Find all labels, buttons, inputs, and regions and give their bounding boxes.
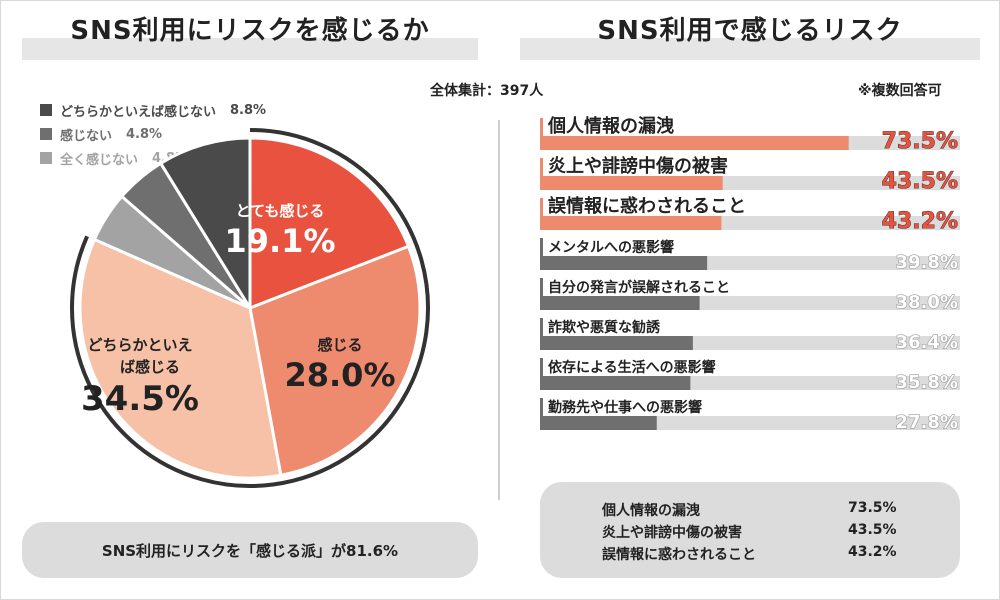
summary-label-2: 炎上や誹謗中傷の被害 [602, 525, 742, 541]
summary-label-1: 個人情報の漏洩 [602, 503, 700, 519]
bar-chart: 個人情報の漏洩 73.5% 炎上や誹謗中傷の被害 43.5% 誤情報に惑わされること 43… [540, 115, 960, 434]
bar-value-label: 43.5% [882, 169, 958, 194]
total-label: 全体集計：397人 [430, 83, 544, 99]
right-title: SNS利用で感じるリスク [597, 16, 903, 46]
bar-category-label: 依存による生活への悪影響 [548, 359, 716, 376]
legend-item: 感じない 4.8% [40, 122, 266, 146]
bar-value-label: 27.8% [896, 412, 958, 433]
bar-category-label: メンタルへの悪影響 [548, 239, 674, 256]
pie-slice-value: 34.5% [81, 379, 199, 419]
feel-group-arc [70, 128, 430, 488]
bar [540, 376, 691, 390]
summary-value-2: 43.5% [848, 522, 897, 538]
note-label: ※複数回答可 [858, 83, 942, 99]
bar-category-label: 自分の発言が誤解されること [548, 279, 730, 296]
left-title: SNS利用にリスクを感じるか [70, 16, 430, 46]
bar [540, 136, 849, 150]
left-summary-pill: SNS利用にリスクを「感じる派」が81.6% [22, 522, 478, 578]
legend-value: 4.8% [126, 126, 163, 142]
pie-slice [248, 136, 411, 311]
bar-category-label: 炎上や誹謗中傷の被害 [548, 155, 728, 177]
bar-tick [540, 398, 543, 430]
bar-tick [540, 118, 543, 150]
bar-category-label: 勤務先や仕事への悪影響 [548, 399, 702, 416]
pie-slice-value: 28.0% [284, 356, 395, 394]
legend-label: どちらかといえば感じない [60, 104, 217, 120]
bar-tick [540, 278, 543, 310]
summary-value-1: 73.5% [848, 500, 897, 516]
bar-tick [540, 358, 543, 390]
panel-divider [498, 120, 500, 500]
bar [540, 296, 700, 310]
bar [540, 336, 693, 350]
legend-swatch [40, 128, 52, 140]
right-title-bar [520, 38, 980, 60]
left-title-bar [22, 38, 478, 60]
summary-value-3: 43.2% [848, 544, 897, 560]
legend-item: どちらかといえば感じない 8.8% [40, 98, 266, 122]
pie-slice-label: とても感じる [236, 202, 325, 220]
right-summary-pill: 個人情報の漏洩 73.5% 炎上や誹謗中傷の被害 43.5% 誤情報に惑わされる… [540, 482, 960, 578]
legend-swatch [40, 104, 52, 116]
bar [540, 176, 723, 190]
legend-value: 8.8% [230, 102, 267, 118]
legend-label: 全く感じない [60, 152, 139, 168]
bar-value-label: 38.0% [896, 292, 958, 313]
pie-slice [248, 244, 422, 477]
summary-label-3: 誤情報に惑わされること [602, 547, 756, 563]
pie-slice [78, 237, 283, 480]
bar [540, 416, 657, 430]
bar-value-label: 39.8% [896, 252, 958, 273]
pie-slice-label: どちらかといえ [87, 336, 192, 354]
pie-slice-label-cont: ば感じる [120, 358, 180, 376]
bar [540, 256, 708, 270]
bar-category-label: 詐欺や悪質な勧誘 [548, 319, 661, 336]
bar-tick [540, 158, 543, 190]
left-summary-text: SNS利用にリスクを「感じる派」が81.6% [101, 541, 399, 560]
bar-value-label: 36.4% [896, 332, 958, 353]
pie-slice-label: 感じる [317, 336, 362, 354]
bar-tick [540, 238, 543, 270]
bar-tick [540, 198, 543, 230]
bar [540, 216, 722, 230]
legend-label: 感じない [60, 128, 113, 144]
bar-category-label: 個人情報の漏洩 [547, 115, 674, 137]
bar-category-label: 誤情報に惑わされること [548, 195, 746, 217]
bar-tick [540, 318, 543, 350]
legend-swatch [40, 152, 52, 164]
bar-value-label: 35.8% [896, 372, 958, 393]
bar-value-label: 43.2% [882, 209, 958, 234]
pie-slice-value: 19.1% [224, 222, 335, 260]
bar-value-label: 73.5% [882, 129, 958, 154]
pie-slice [158, 136, 252, 314]
